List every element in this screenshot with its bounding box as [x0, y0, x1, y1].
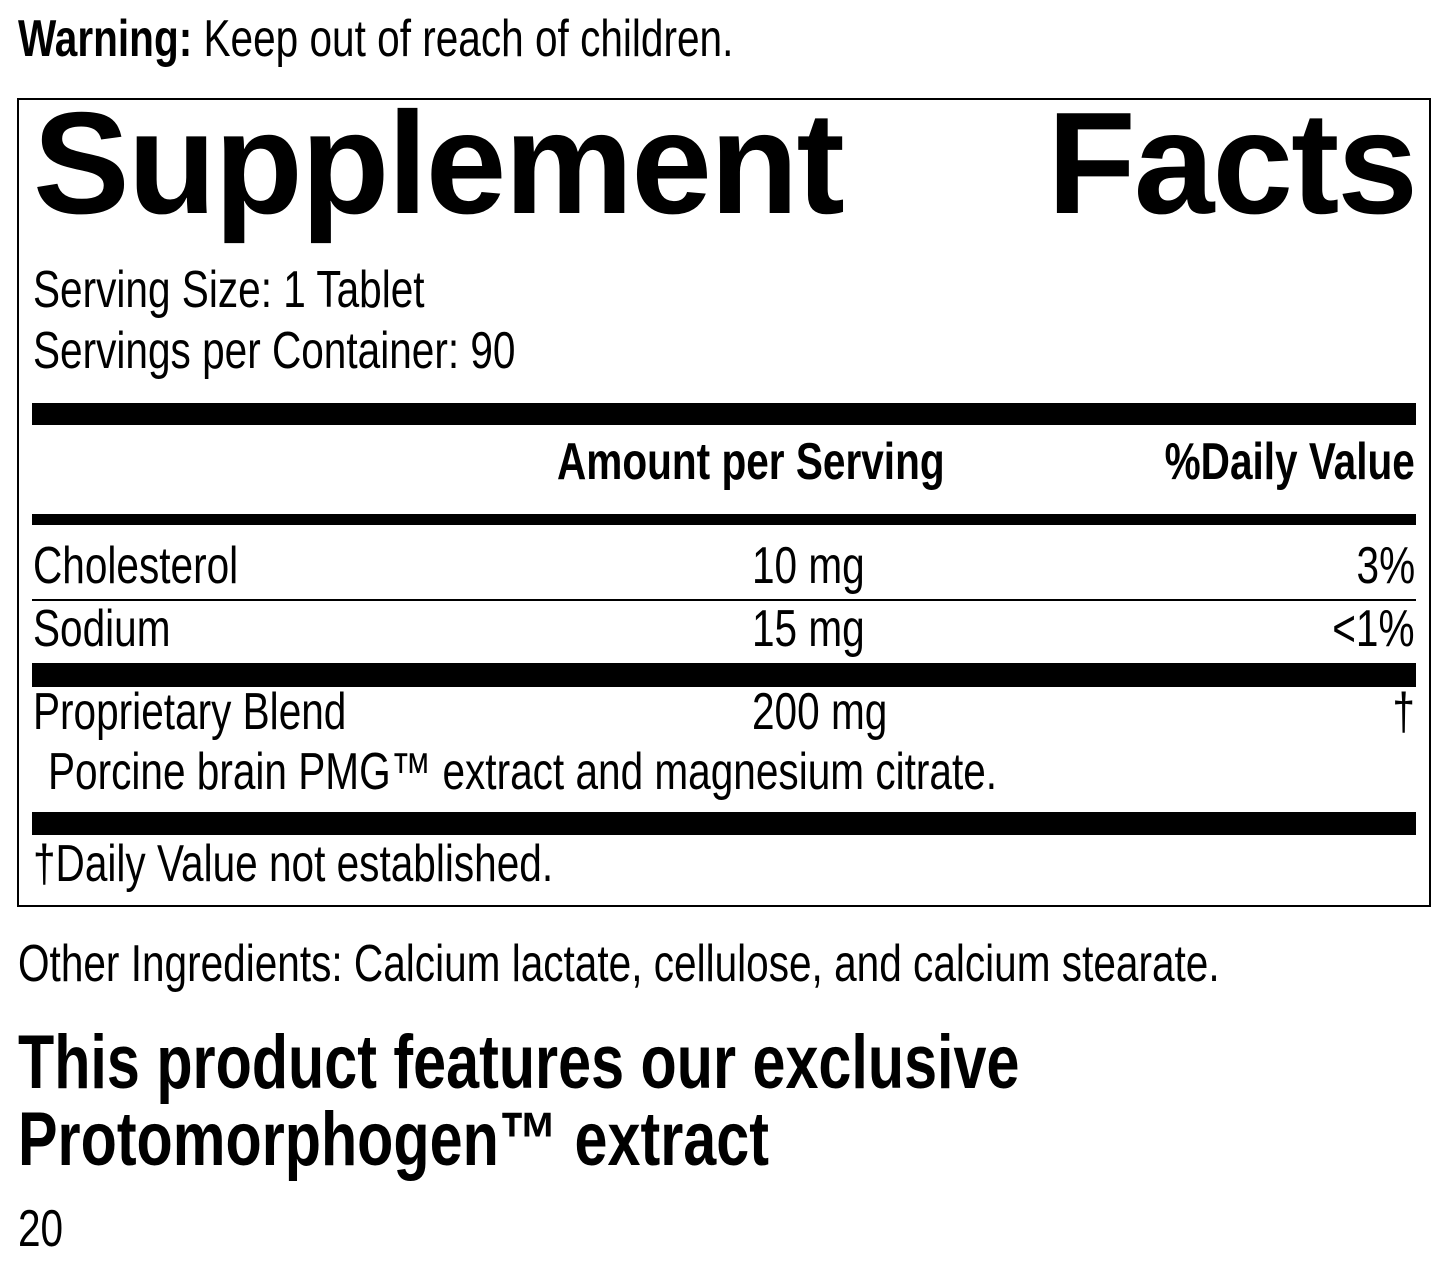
feature-heading-line-1: This product features our exclusive: [18, 1020, 1020, 1105]
title-word-1: Supplement: [33, 82, 845, 244]
thick-divider: [32, 403, 1416, 425]
thin-divider: [32, 599, 1416, 601]
row-name: Cholesterol: [33, 537, 239, 595]
row-dv: †: [1392, 683, 1415, 741]
title-word-2: Facts: [1047, 82, 1418, 244]
row-dv: 3%: [1356, 537, 1415, 595]
warning-label: Warning:: [18, 10, 193, 68]
blend-ingredients: Porcine brain PMG™ extract and magnesium…: [48, 743, 998, 801]
feature-heading-line-2: Protomorphogen™ extract: [18, 1097, 769, 1182]
warning-body: Keep out of reach of children.: [192, 10, 734, 68]
thick-divider: [32, 663, 1416, 687]
panel-title: Supplement Facts: [33, 82, 1418, 244]
row-amount: 200 mg: [752, 683, 888, 741]
row-name: Proprietary Blend: [33, 683, 347, 741]
row-name: Sodium: [33, 600, 171, 658]
row-amount: 10 mg: [752, 537, 865, 595]
thick-divider: [32, 812, 1416, 835]
warning-text: Warning: Keep out of reach of children.: [18, 13, 935, 65]
footnote: †Daily Value not established.: [33, 835, 554, 893]
medium-divider: [32, 514, 1416, 525]
page-number: 20: [18, 1200, 64, 1258]
servings-per-container: Servings per Container: 90: [33, 322, 516, 380]
header-daily-value: %Daily Value: [1164, 433, 1415, 491]
row-dv: <1%: [1332, 600, 1415, 658]
supplement-facts-panel: [17, 98, 1431, 907]
row-amount: 15 mg: [752, 600, 865, 658]
serving-size: Serving Size: 1 Tablet: [33, 261, 425, 319]
other-ingredients: Other Ingredients: Calcium lactate, cell…: [18, 935, 1220, 993]
header-amount: Amount per Serving: [557, 433, 945, 491]
